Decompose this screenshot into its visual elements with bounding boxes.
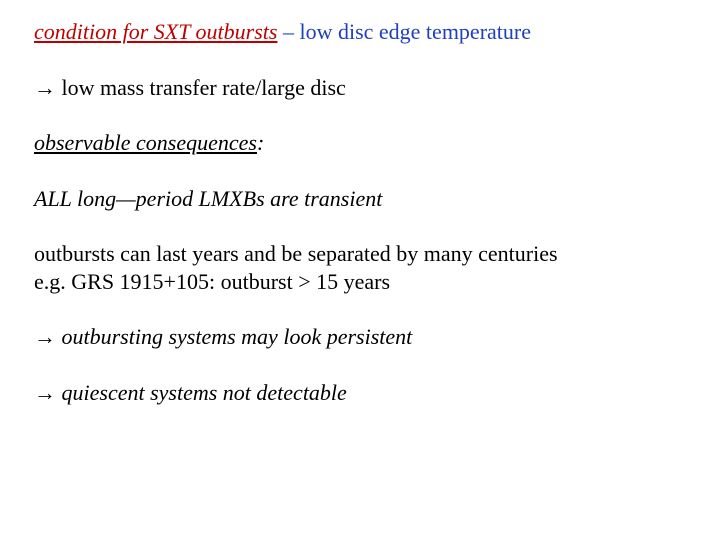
observable-colon: :	[257, 130, 264, 155]
line-all-long-period: ALL long—period LMXBs are transient	[34, 185, 686, 213]
line-observable: observable consequences:	[34, 129, 686, 157]
arrow-icon: →	[34, 324, 56, 349]
quiescent-text: quiescent systems not detectable	[56, 380, 347, 405]
line-condition: condition for SXT outbursts – low disc e…	[34, 18, 686, 46]
slide-body: condition for SXT outbursts – low disc e…	[0, 0, 720, 406]
line-grs: e.g. GRS 1915+105: outburst > 15 years	[34, 268, 686, 296]
condition-tail: low disc edge temperature	[299, 19, 531, 44]
arrow-icon: →	[34, 380, 56, 405]
line-outbursts-years: outbursts can last years and be separate…	[34, 240, 686, 268]
condition-phrase: condition for SXT outbursts	[34, 19, 277, 44]
line-persistent: → outbursting systems may look persisten…	[34, 323, 686, 351]
line-quiescent: → quiescent systems not detectable	[34, 379, 686, 407]
persistent-text: outbursting systems may look persistent	[56, 324, 412, 349]
lowmass-text: low mass transfer rate/large disc	[56, 75, 346, 100]
arrow-icon: →	[34, 75, 56, 100]
dash: –	[277, 19, 299, 44]
observable-label: observable consequences	[34, 130, 257, 155]
line-lowmass: → low mass transfer rate/large disc	[34, 74, 686, 102]
